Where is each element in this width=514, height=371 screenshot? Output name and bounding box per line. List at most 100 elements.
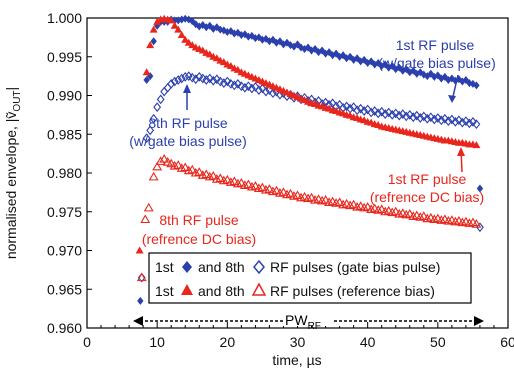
data-point-triangle-open: [260, 184, 271, 194]
data-point-diamond-filled: [476, 184, 484, 193]
data-point-diamond-filled: [196, 22, 203, 31]
annotation-red-8th: 8th RF pulse (refrence DC bias): [142, 212, 256, 247]
data-point-diamond-open: [363, 104, 372, 115]
data-point-triangle-open: [401, 209, 412, 219]
data-point-triangle-open: [443, 215, 454, 225]
x-tick-label: 10: [149, 334, 165, 350]
svg-text:8th RF pulse: 8th RF pulse: [148, 115, 228, 131]
legend-row1-a: 1st: [155, 259, 174, 275]
data-point-triangle-open: [348, 199, 359, 209]
legend-row1-c: RF pulses (gate bias pulse): [270, 259, 440, 275]
data-point-triangle-open: [324, 197, 335, 206]
data-point-diamond-open: [398, 109, 407, 119]
data-point-diamond-open: [377, 106, 386, 117]
legend-row2-b: and 8th: [198, 283, 245, 299]
data-point-diamond-open: [240, 82, 249, 93]
data-point-diamond-open: [349, 102, 358, 113]
data-point-triangle-open: [278, 187, 289, 196]
data-point-triangle-open: [320, 195, 331, 204]
data-point-triangle-open: [390, 206, 401, 216]
y-tick-label: 1.000: [47, 10, 82, 26]
data-point-triangle-open: [136, 272, 147, 282]
data-point-diamond-open: [416, 113, 425, 123]
data-point-triangle-filled: [142, 68, 151, 76]
data-point-diamond-open: [205, 73, 214, 84]
data-point-triangle-open: [140, 214, 151, 224]
data-point-triangle-open: [159, 153, 170, 163]
y-tick-label: 0.985: [47, 126, 82, 142]
data-point-triangle-open: [267, 186, 278, 196]
data-point-diamond-open: [447, 114, 456, 125]
y-tick-label: 0.975: [47, 204, 82, 220]
legend-triangle-open: [251, 282, 267, 296]
data-point-triangle-open: [194, 167, 205, 176]
data-point-triangle-open: [282, 189, 292, 199]
data-point-triangle-filled: [177, 31, 186, 39]
data-point-diamond-open: [440, 113, 449, 124]
data-point-triangle-open: [169, 160, 180, 170]
legend-row2-c: RF pulses (reference bias): [270, 283, 435, 299]
data-point-triangle-open: [471, 219, 482, 228]
data-point-triangle-open: [404, 208, 415, 218]
data-point-triangle-open: [232, 178, 243, 188]
data-point-diamond-filled: [248, 31, 256, 40]
arrowhead-blue-8th: [183, 84, 191, 93]
data-point-diamond-open: [437, 115, 446, 126]
data-point-diamond-open: [395, 110, 404, 121]
data-point-triangle-filled: [135, 246, 144, 254]
data-point-diamond-filled: [192, 20, 199, 29]
data-point-triangle-open: [246, 181, 257, 191]
data-point-triangle-open: [176, 163, 187, 172]
x-tick-label: 0: [83, 334, 91, 350]
data-point-diamond-open: [451, 116, 460, 127]
svg-text:(w/gate bias pulse): (w/gate bias pulse): [129, 133, 247, 149]
data-point-diamond-open: [454, 115, 463, 126]
data-point-triangle-open: [415, 212, 426, 221]
data-point-triangle-open: [197, 170, 208, 179]
data-point-diamond-open: [170, 76, 179, 87]
data-point-diamond-filled: [241, 30, 249, 39]
arrowhead-blue-1st: [448, 95, 456, 103]
y-axis: 0.960 0.965 0.970 0.975 0.980 0.985 0.990 0.995…: [47, 10, 92, 336]
data-point-triangle-open: [352, 201, 363, 211]
data-point-triangle-open: [264, 184, 275, 193]
data-point-triangle-open: [190, 167, 201, 177]
annotation-blue-8th: 8th RF pulse (w/gate bias pulse): [129, 84, 247, 149]
data-point-triangle-open: [317, 195, 328, 205]
data-point-triangle-open: [429, 214, 440, 224]
data-point-triangle-open: [457, 217, 468, 227]
data-point-diamond-open: [230, 80, 239, 91]
legend-diamond-filled: [182, 261, 192, 273]
data-point-triangle-open: [373, 205, 384, 214]
data-point-triangle-open: [166, 158, 177, 168]
data-point-diamond-open: [342, 101, 351, 112]
data-point-diamond-open: [233, 78, 242, 89]
data-point-triangle-open: [257, 182, 268, 192]
data-point-diamond-open: [156, 94, 165, 105]
data-point-triangle-open: [418, 211, 429, 220]
data-point-triangle-open: [243, 179, 254, 189]
data-point-diamond-open: [419, 111, 428, 122]
data-point-diamond-open: [269, 88, 277, 99]
data-point-triangle-open: [218, 175, 229, 185]
x-tick-label: 40: [360, 334, 376, 350]
data-point-triangle-open: [271, 185, 282, 195]
data-point-diamond-open: [412, 110, 421, 121]
data-point-triangle-open: [345, 200, 356, 210]
data-point-diamond-filled: [245, 32, 252, 41]
pw-arrowhead-right: [474, 316, 484, 326]
x-tick-label: 30: [290, 334, 306, 350]
data-point-diamond-open: [212, 74, 221, 85]
data-point-diamond-open: [402, 111, 411, 122]
data-point-diamond-open: [223, 76, 232, 87]
data-point-triangle-open: [310, 195, 320, 204]
data-point-diamond-filled: [143, 76, 150, 84]
svg-text:(refrence DC bias): (refrence DC bias): [142, 231, 256, 247]
data-point-triangle-open: [148, 171, 159, 181]
data-point-triangle-filled: [153, 17, 162, 25]
pw-arrowhead-left: [133, 316, 143, 326]
data-point-triangle-open: [338, 199, 349, 209]
legend: 1st and 8th RF pulses (gate bias pulse) …: [148, 252, 472, 304]
data-point-triangle-open: [359, 202, 370, 212]
svg-text:8th RF pulse: 8th RF pulse: [159, 212, 239, 228]
